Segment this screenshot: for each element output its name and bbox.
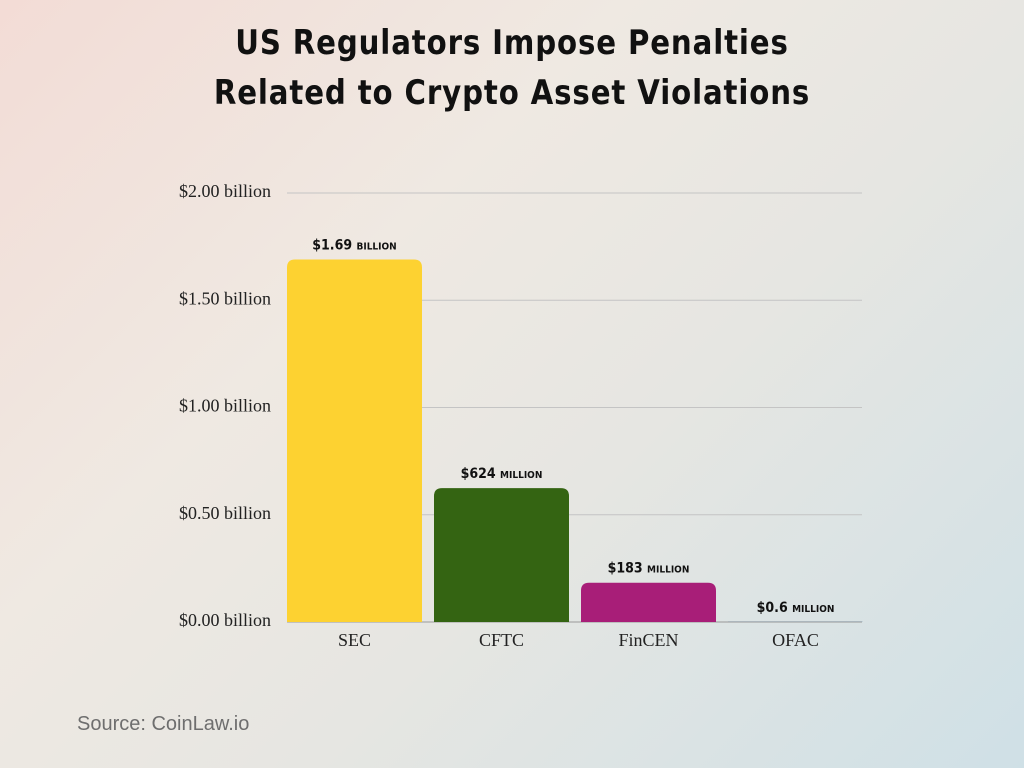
y-tick-label: $1.50 billion [179,288,271,308]
y-tick-label: $0.50 billion [179,503,271,523]
bar [434,488,569,622]
x-tick-label: CFTC [479,630,524,650]
y-tick-label: $1.00 billion [179,396,271,416]
source-note: Source: CoinLaw.io [77,713,250,735]
bar [287,259,422,622]
x-tick-label: SEC [338,630,371,650]
value-label: $1.69 billion [312,237,396,253]
x-tick-label: FinCEN [618,630,678,650]
y-tick-label: $0.00 billion [179,610,271,630]
value-label: $183 million [608,561,690,577]
chart-title: US Regulators Impose Penalties Related t… [213,23,811,113]
x-tick-label: OFAC [772,630,819,650]
bar [581,582,716,622]
y-tick-label: $2.00 billion [179,181,271,201]
value-label: $0.6 million [757,600,835,616]
value-label: $624 million [461,466,543,482]
